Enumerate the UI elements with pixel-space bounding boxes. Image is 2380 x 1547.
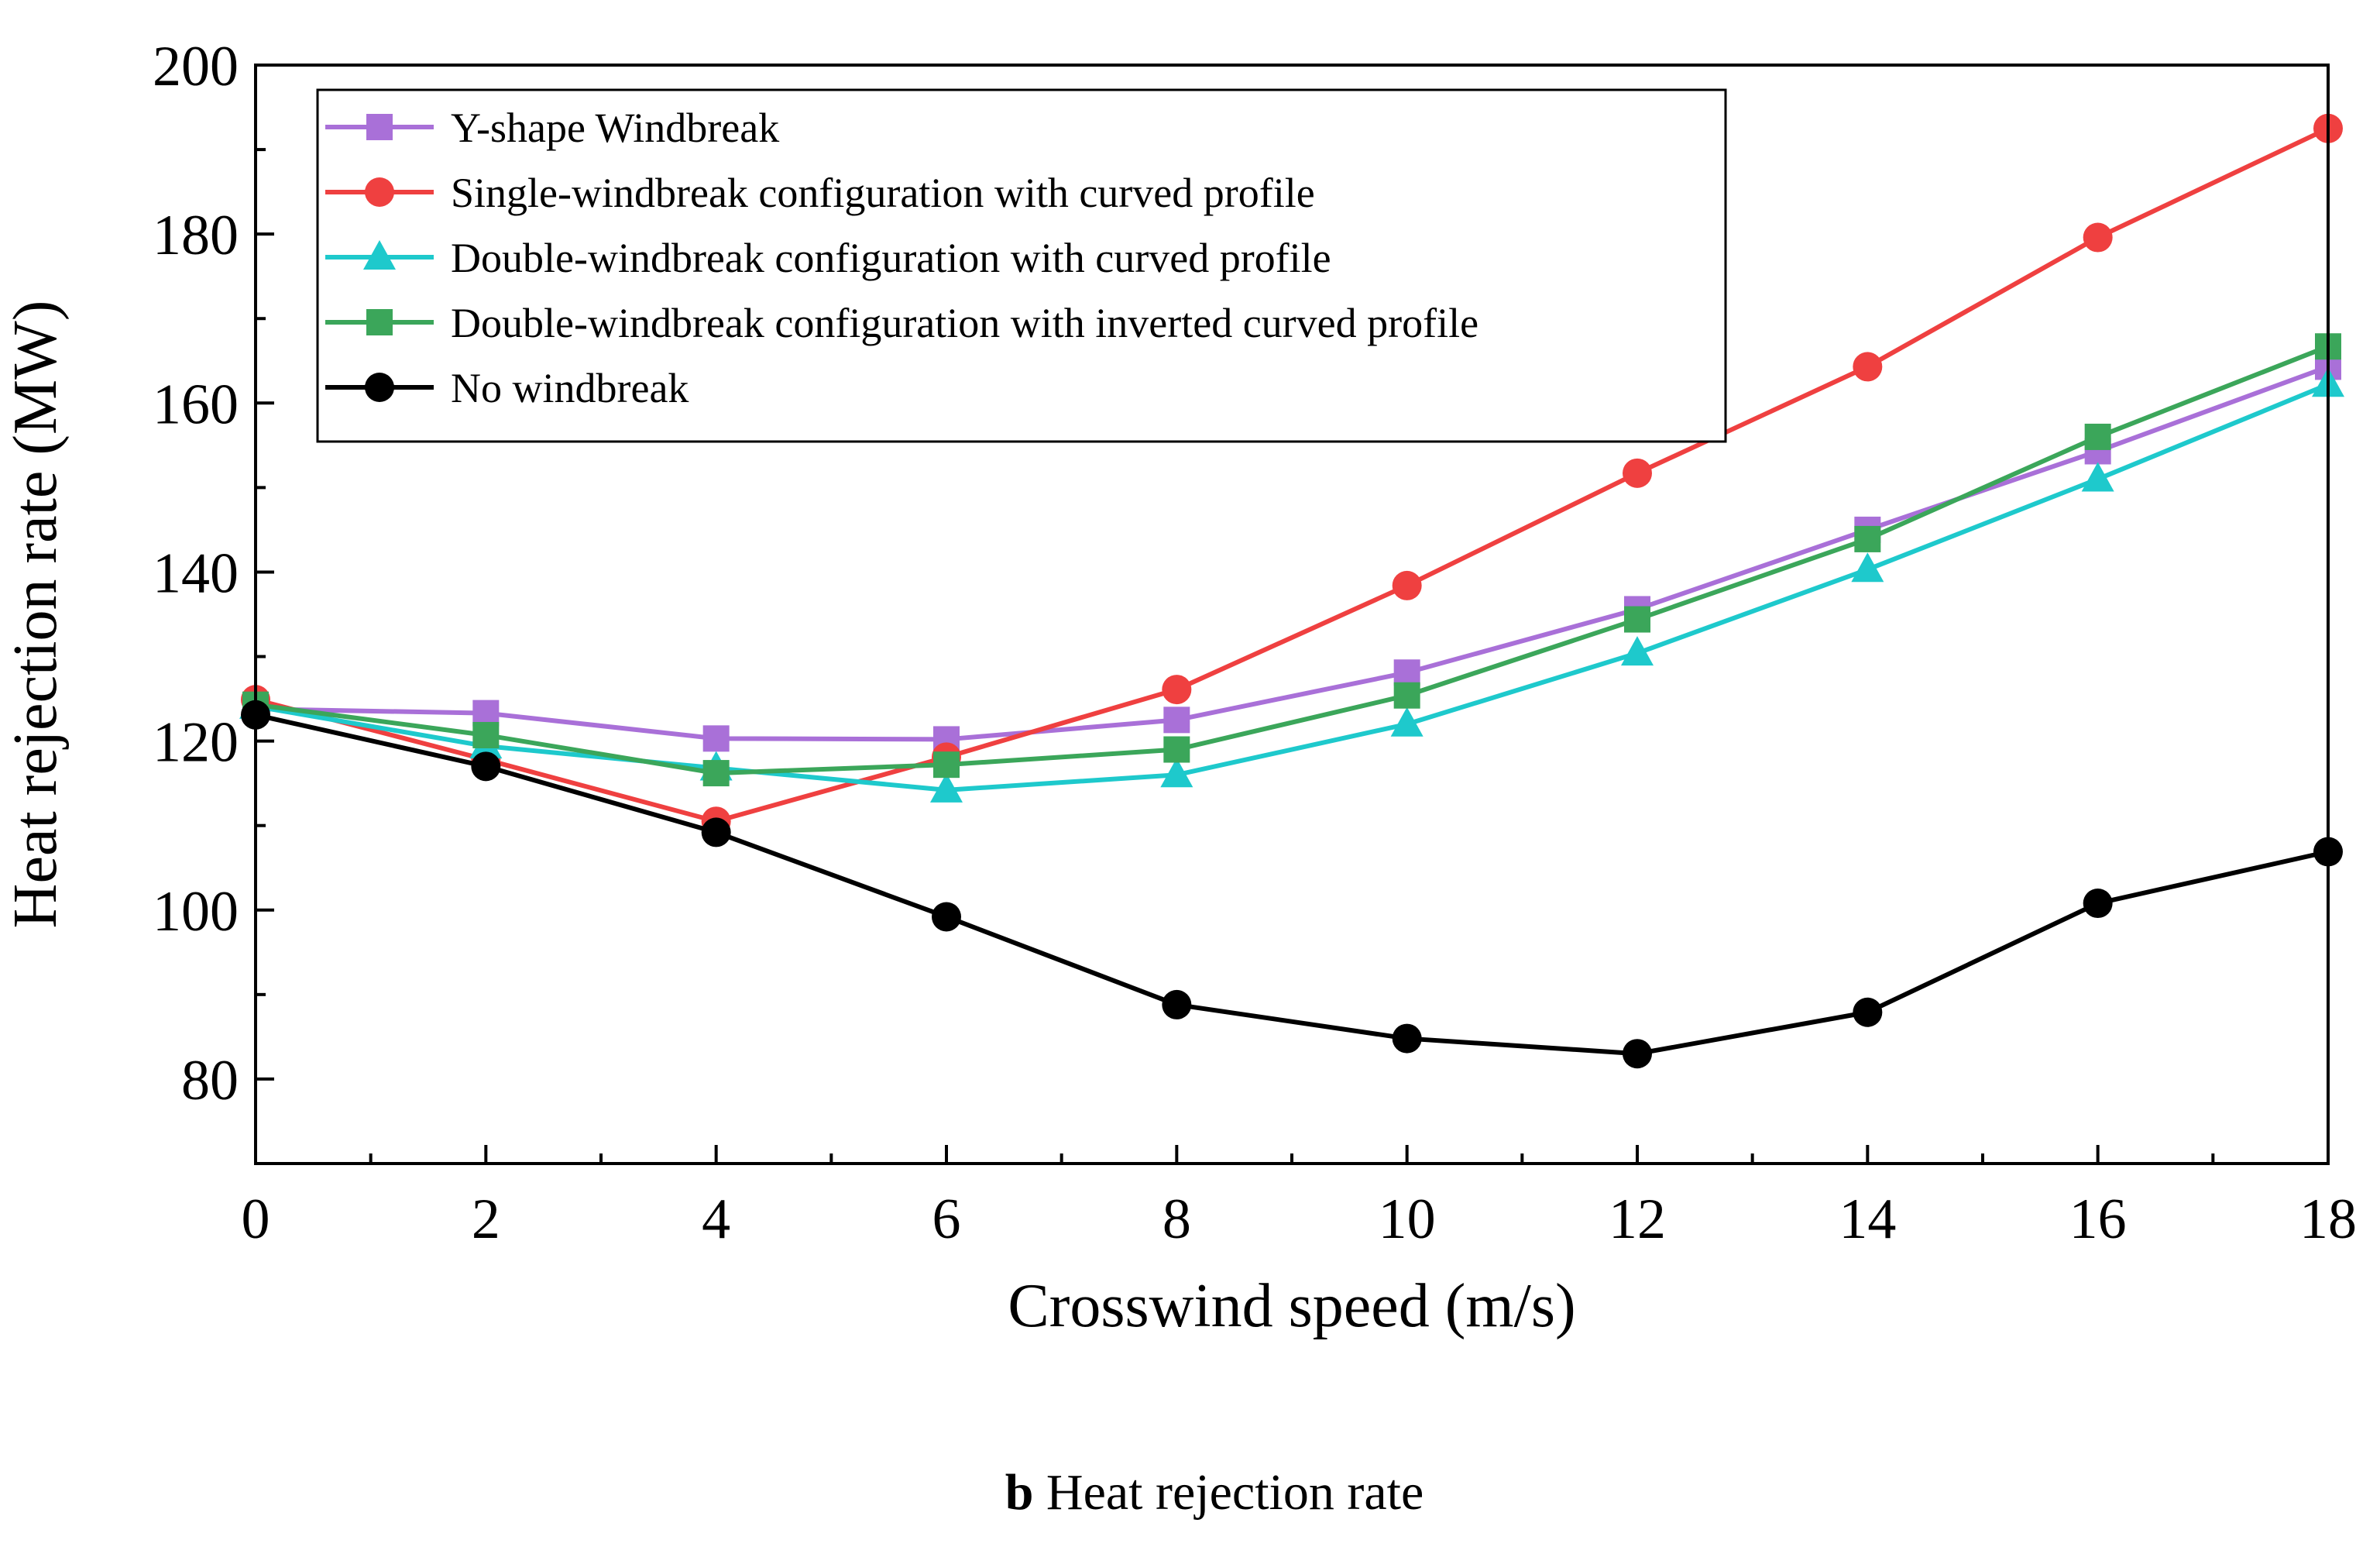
x-tick-label: 2 [472, 1188, 500, 1251]
x-tick-label: 4 [702, 1188, 730, 1251]
data-point [472, 721, 500, 748]
legend-label: Single-windbreak configuration with curv… [451, 170, 1315, 216]
legend-marker [365, 177, 394, 207]
axis-ticks [254, 64, 2330, 1165]
x-tick-label: 18 [2299, 1188, 2357, 1251]
y-axis-title: Heat rejection rate (MW) [2, 301, 70, 929]
y-tick-label: 120 [153, 711, 239, 775]
data-point [1853, 997, 1883, 1027]
series-line [255, 712, 2329, 1057]
legend-marker [366, 309, 393, 335]
data-point [1623, 458, 1652, 488]
data-point [2084, 423, 2111, 450]
data-point [930, 772, 963, 803]
data-point [1851, 552, 1884, 583]
x-tick-label: 0 [242, 1188, 270, 1251]
data-point [1854, 525, 1881, 552]
series-4 [242, 333, 2341, 787]
data-point [1393, 682, 1420, 709]
data-point [1623, 1039, 1652, 1069]
y-tick-label: 140 [153, 541, 239, 605]
legend-items: Y-shape Windbreak Single-windbreak config… [325, 105, 1478, 411]
data-point [1390, 706, 1424, 737]
legend-label: No windbreak [451, 365, 689, 411]
y-tick-label: 200 [153, 35, 239, 98]
y-tick-label: 180 [153, 204, 239, 267]
series-line [255, 382, 2330, 792]
legend: Y-shape Windbreak Single-windbreak config… [316, 88, 1727, 443]
series-5 [241, 700, 2343, 1069]
data-point [471, 751, 501, 782]
data-point [1393, 659, 1420, 686]
data-point [1853, 352, 1883, 382]
data-point [933, 751, 960, 779]
series-line [255, 126, 2330, 824]
legend-label: Double-windbreak configuration with inve… [451, 300, 1478, 346]
y-tick-label: 160 [153, 373, 239, 436]
data-point [932, 902, 961, 932]
data-point [2083, 889, 2113, 919]
data-point [2081, 462, 2114, 492]
legend-item: No windbreak [325, 365, 689, 411]
data-point [1163, 706, 1190, 734]
data-point [1162, 989, 1192, 1019]
caption-label: b [1005, 1464, 1034, 1521]
x-tick-label: 12 [1609, 1188, 1666, 1251]
legend-marker [366, 114, 393, 140]
axis-tick-labels: 0 2 4 6 8 10 12 14 16 18 80 100 120 140 160 180 200 [153, 35, 2357, 1251]
legend-marker [363, 240, 396, 270]
data-point [1160, 758, 1193, 788]
legend-item: Double-windbreak configuration with inve… [325, 300, 1478, 346]
data-point [701, 817, 731, 847]
x-tick-label: 14 [1839, 1188, 1896, 1251]
figure-caption: b Heat rejection rate [1005, 1464, 1424, 1521]
legend-item: Y-shape Windbreak [325, 105, 779, 151]
x-tick-label: 8 [1163, 1188, 1191, 1251]
data-point [2083, 222, 2113, 253]
x-tick-label: 10 [1379, 1188, 1436, 1251]
data-point [1392, 1023, 1422, 1054]
legend-item: Single-windbreak configuration with curv… [325, 170, 1315, 216]
data-point [1163, 736, 1190, 763]
data-point [702, 760, 730, 787]
series-layer [239, 113, 2344, 1069]
y-tick-label: 80 [181, 1049, 239, 1112]
data-point [702, 725, 730, 752]
caption-text: Heat rejection rate [1033, 1464, 1424, 1521]
x-tick-label: 6 [932, 1188, 961, 1251]
y-tick-label: 100 [153, 880, 239, 944]
legend-label: Y-shape Windbreak [451, 105, 779, 151]
series-line [255, 344, 2330, 776]
data-point [472, 700, 500, 727]
x-axis-title: Crosswind speed (m/s) [1008, 1272, 1575, 1340]
data-point [1392, 570, 1422, 600]
data-point [1624, 606, 1650, 633]
data-point [1162, 675, 1192, 705]
legend-item: Double-windbreak configuration with curv… [325, 235, 1331, 281]
legend-label: Double-windbreak configuration with curv… [451, 235, 1331, 281]
legend-marker [365, 373, 394, 402]
x-tick-label: 16 [2069, 1188, 2127, 1251]
legend-box [316, 88, 1727, 443]
data-point [1621, 636, 1654, 666]
